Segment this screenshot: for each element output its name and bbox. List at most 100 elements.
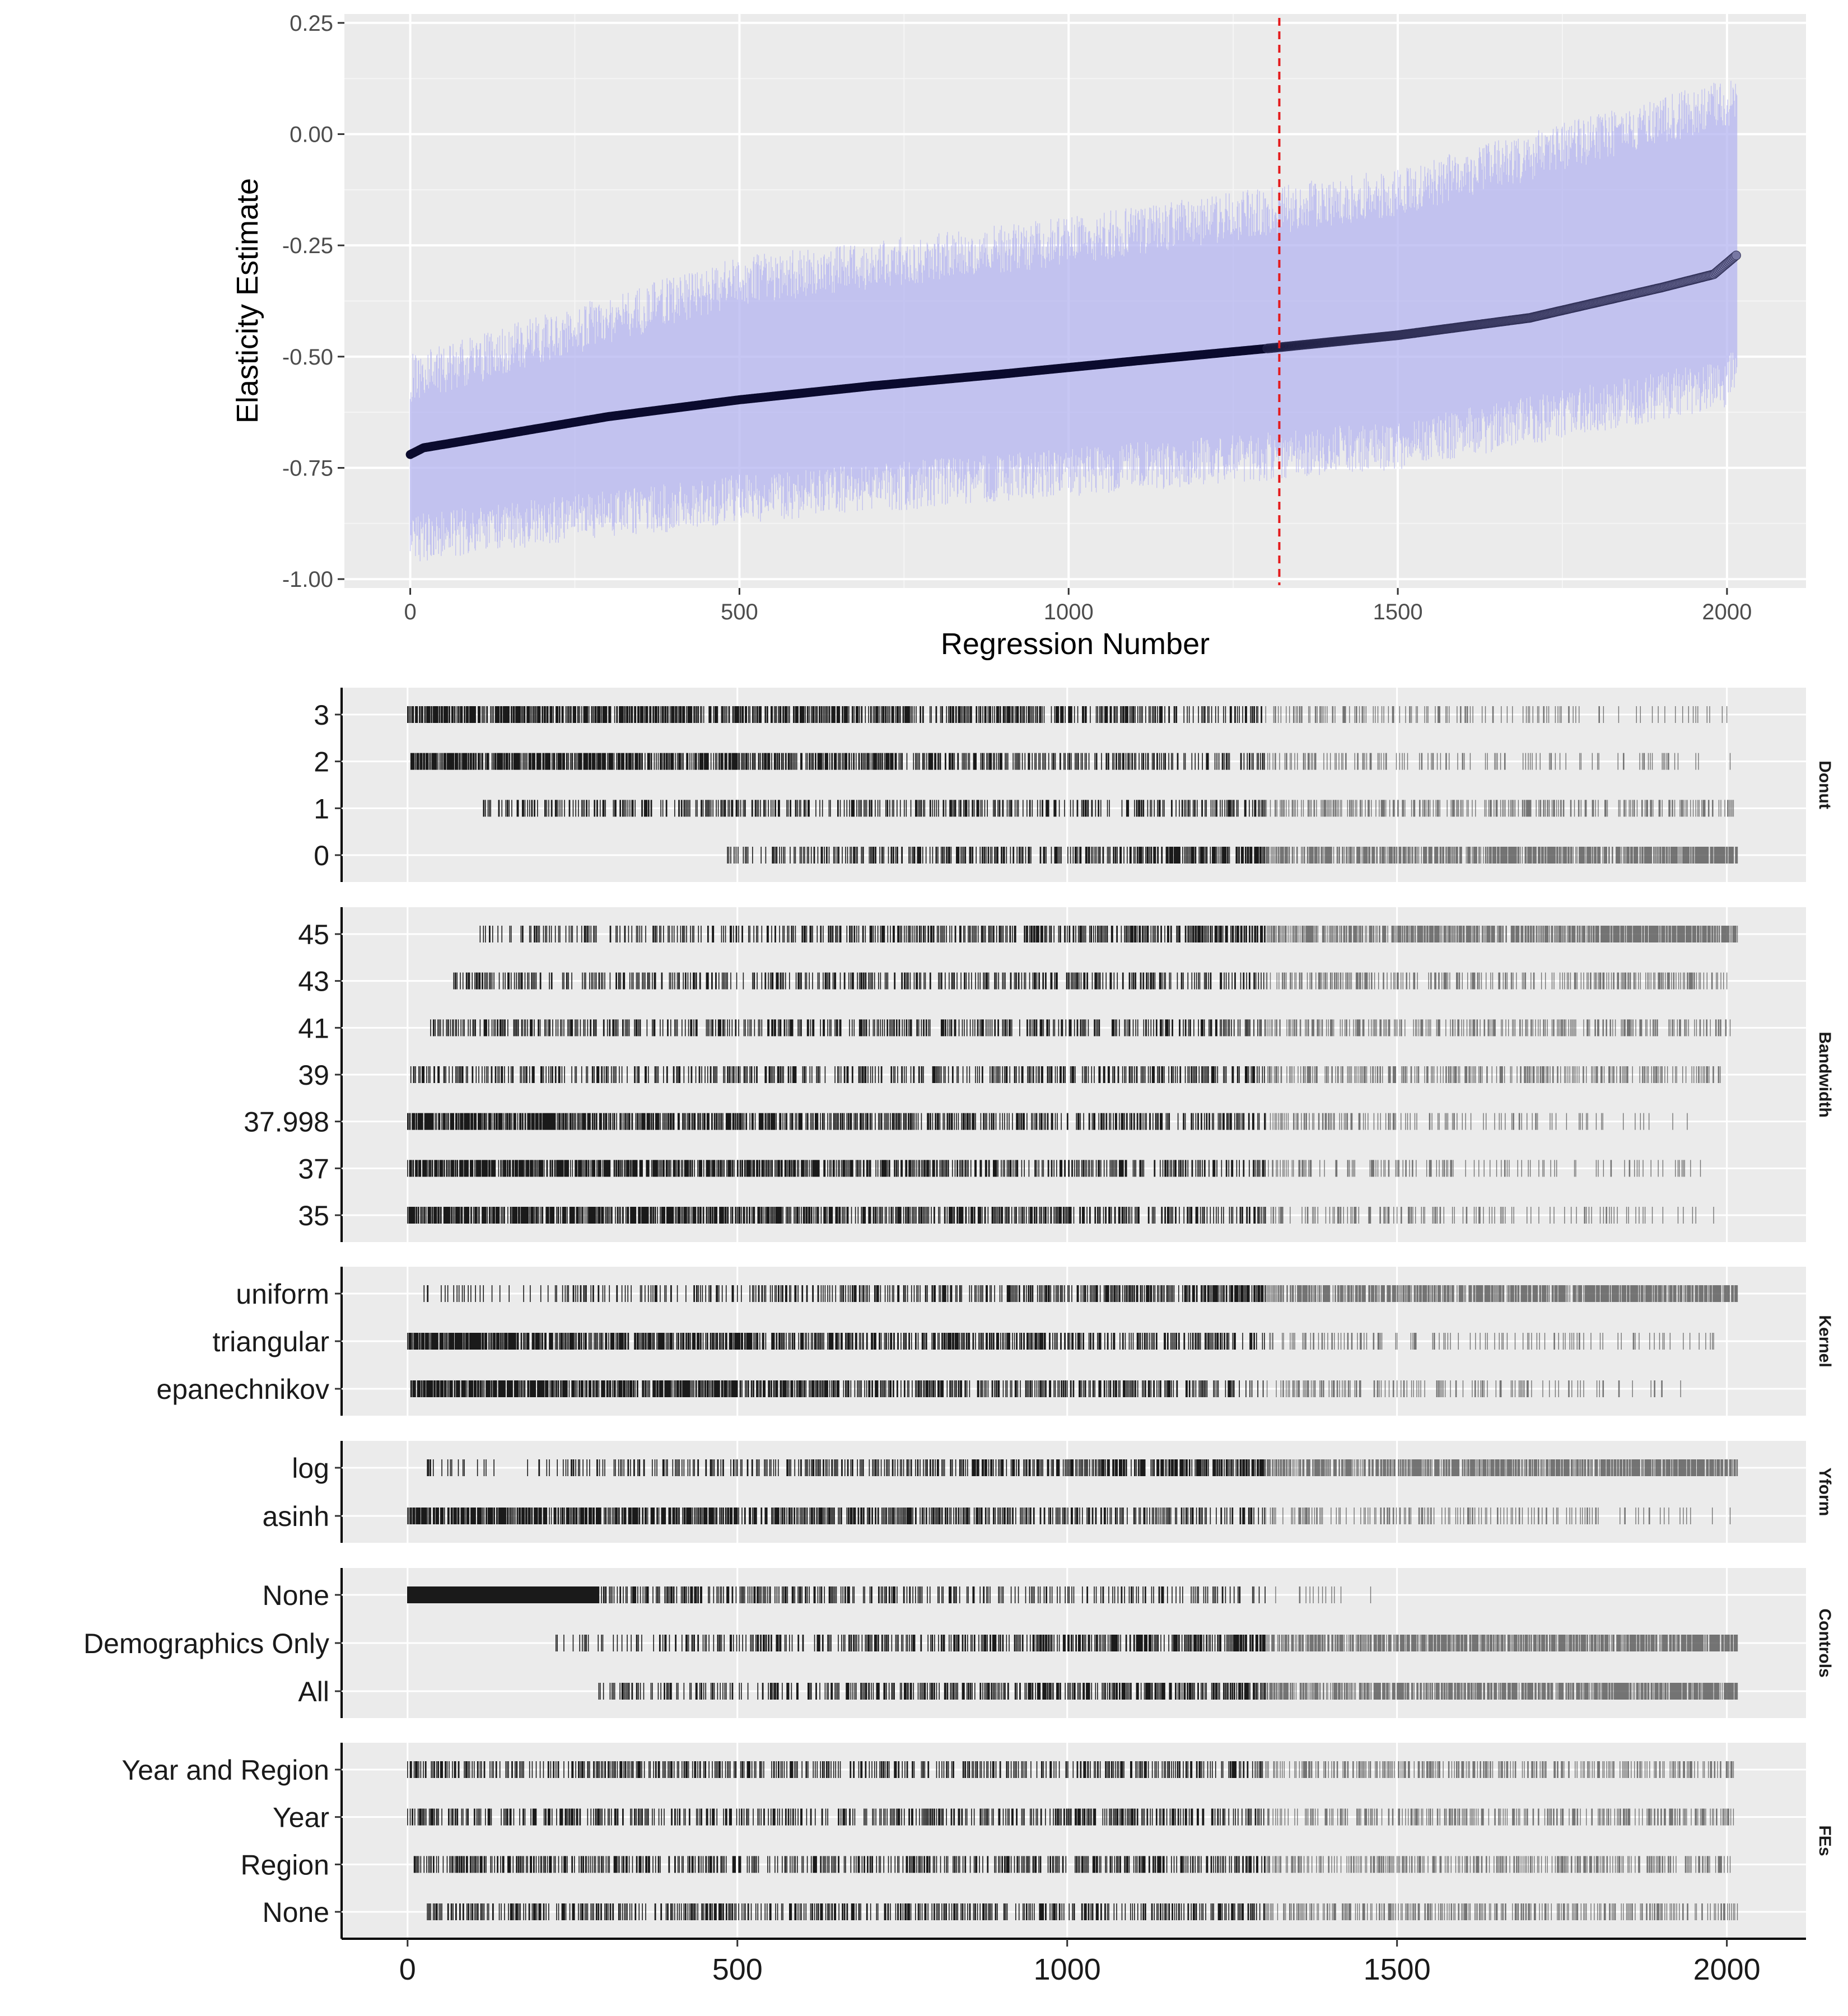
x-axis-title: Regression Number bbox=[941, 627, 1210, 661]
spec-ticks bbox=[423, 1285, 1266, 1302]
spec-ticks-faded bbox=[1265, 1683, 1738, 1700]
spec-ticks bbox=[407, 1808, 1264, 1826]
spec-ticks-faded bbox=[1267, 753, 1731, 770]
facet-background bbox=[342, 1441, 1806, 1543]
spec-ticks-faded bbox=[1266, 926, 1738, 942]
spec-ticks bbox=[410, 753, 1265, 770]
facet-strip bbox=[1806, 1267, 1838, 1416]
facet-strip-label: Donut bbox=[1816, 760, 1834, 809]
spec-level-label: log bbox=[292, 1453, 329, 1484]
spec-ticks bbox=[479, 926, 1266, 942]
spec-level-label: 43 bbox=[298, 966, 329, 997]
spec-ticks-faded bbox=[1266, 972, 1728, 990]
spec-ticks-faded bbox=[1269, 1333, 1714, 1350]
spec-ticks bbox=[556, 1635, 1266, 1651]
spec-ticks-faded bbox=[1266, 1635, 1738, 1651]
spec-ticks-faded bbox=[1266, 1380, 1681, 1397]
facet-donut: Donut 3 2 1 0 bbox=[314, 688, 1838, 882]
spec-level-label: Year and Region bbox=[122, 1754, 329, 1786]
spec-level-label: 41 bbox=[298, 1012, 329, 1044]
estimate-point bbox=[1731, 250, 1741, 260]
x-tick-label: 1000 bbox=[1034, 1953, 1101, 1986]
estimates-y-axis: 0.25 0.00 -0.25 -0.50 -0.75 -1.00 bbox=[282, 11, 344, 592]
facet-fes: FEs Year and Region Year Region None bbox=[122, 1743, 1838, 1939]
facet-strip bbox=[1806, 688, 1838, 882]
spec-ticks bbox=[483, 800, 1266, 817]
spec-ticks bbox=[410, 1380, 1264, 1397]
estimates-x-axis: 0 500 1000 1500 2000 bbox=[404, 588, 1752, 624]
y-axis-title: Elasticity Estimate bbox=[231, 178, 264, 423]
x-tick-label: 500 bbox=[712, 1953, 763, 1986]
spec-level-label: Year bbox=[273, 1802, 329, 1833]
specification-panel: Donut 3 2 1 0 Bandwidth 45 43 41 39 37.998 37 35 Kern… bbox=[83, 688, 1838, 1939]
facet-strip bbox=[1806, 1568, 1838, 1718]
x-tick-label: 1500 bbox=[1373, 600, 1423, 624]
spec-level-label: 2 bbox=[314, 746, 329, 778]
x-tick-label: 1500 bbox=[1364, 1953, 1431, 1986]
facet-strip-label: Kernel bbox=[1816, 1315, 1834, 1367]
spec-level-label: All bbox=[298, 1676, 329, 1707]
spec-ticks bbox=[598, 1683, 1266, 1700]
spec-ticks-faded bbox=[1265, 1508, 1731, 1524]
spec-ticks bbox=[727, 847, 1265, 864]
spec-ticks-faded bbox=[1265, 1761, 1734, 1778]
spec-level-label: 37.998 bbox=[244, 1107, 329, 1138]
spec-level-label: 0 bbox=[314, 840, 329, 871]
facet-bandwidth: Bandwidth 45 43 41 39 37.998 37 35 bbox=[244, 907, 1838, 1242]
spec-ticks bbox=[430, 1019, 1266, 1037]
y-tick-label: 0.00 bbox=[290, 123, 333, 147]
x-tick-label: 2000 bbox=[1702, 600, 1752, 624]
spec-ticks-faded bbox=[1266, 1459, 1738, 1476]
x-tick-label: 0 bbox=[404, 600, 416, 624]
facet-yform: Yform log asinh bbox=[262, 1441, 1838, 1543]
estimate-points bbox=[405, 250, 1741, 459]
y-tick-label: -0.75 bbox=[282, 456, 333, 480]
spec-ticks bbox=[407, 1333, 1265, 1350]
spec-ticks-faded bbox=[1267, 1066, 1721, 1083]
spec-ticks bbox=[407, 1160, 1266, 1177]
spec-level-label: uniform bbox=[236, 1278, 329, 1310]
spec-ticks-faded bbox=[1266, 1019, 1731, 1037]
spec-level-label: 37 bbox=[298, 1153, 329, 1184]
spec-level-label: 1 bbox=[314, 793, 329, 824]
spec-ticks-faded bbox=[1268, 1160, 1701, 1177]
x-tick-label: 0 bbox=[399, 1953, 416, 1986]
x-tick-label: 2000 bbox=[1693, 1953, 1761, 1986]
spec-ticks bbox=[427, 1459, 1266, 1476]
spec-ticks bbox=[413, 1856, 1266, 1873]
spec-ticks bbox=[407, 1761, 1263, 1778]
spec-ticks bbox=[407, 706, 1263, 723]
spec-ticks-faded bbox=[1266, 1856, 1731, 1873]
specification-x-axis: 0 500 1000 1500 2000 bbox=[342, 1938, 1806, 1986]
spec-level-label: None bbox=[262, 1897, 329, 1928]
y-tick-label: -1.00 bbox=[282, 567, 333, 592]
spec-ticks bbox=[453, 972, 1264, 990]
facet-strip-label: Yform bbox=[1816, 1468, 1834, 1516]
x-tick-label: 1000 bbox=[1044, 600, 1094, 624]
facet-background bbox=[342, 688, 1806, 882]
spec-level-label: 35 bbox=[298, 1200, 329, 1231]
y-tick-label: 0.25 bbox=[290, 11, 333, 36]
x-tick-label: 500 bbox=[721, 600, 758, 624]
y-tick-label: -0.50 bbox=[282, 345, 333, 370]
facet-strip bbox=[1806, 1743, 1838, 1939]
facet-strip bbox=[1806, 1441, 1838, 1543]
spec-level-label: asinh bbox=[262, 1501, 329, 1532]
spec-level-label: Region bbox=[241, 1849, 329, 1880]
facet-strip-label: Controls bbox=[1816, 1608, 1834, 1677]
facet-strip bbox=[1806, 907, 1838, 1242]
spec-ticks-faded bbox=[1265, 1903, 1738, 1920]
y-tick-label: -0.25 bbox=[282, 234, 333, 258]
spec-ticks-faded bbox=[1265, 706, 1728, 723]
spec-ticks-faded bbox=[1266, 800, 1734, 817]
spec-ticks bbox=[407, 1586, 1266, 1603]
spec-level-label: 45 bbox=[298, 919, 329, 950]
estimates-panel: 0.25 0.00 -0.25 -0.50 -0.75 -1.00 0 500 1000 150… bbox=[231, 11, 1806, 661]
spec-ticks bbox=[407, 1207, 1266, 1224]
spec-level-label: 39 bbox=[298, 1060, 329, 1091]
facet-strip-label: Bandwidth bbox=[1816, 1032, 1834, 1117]
spec-ticks-faded bbox=[1265, 1207, 1714, 1224]
spec-ticks bbox=[410, 1066, 1265, 1083]
spec-ticks-faded bbox=[1265, 1113, 1688, 1130]
